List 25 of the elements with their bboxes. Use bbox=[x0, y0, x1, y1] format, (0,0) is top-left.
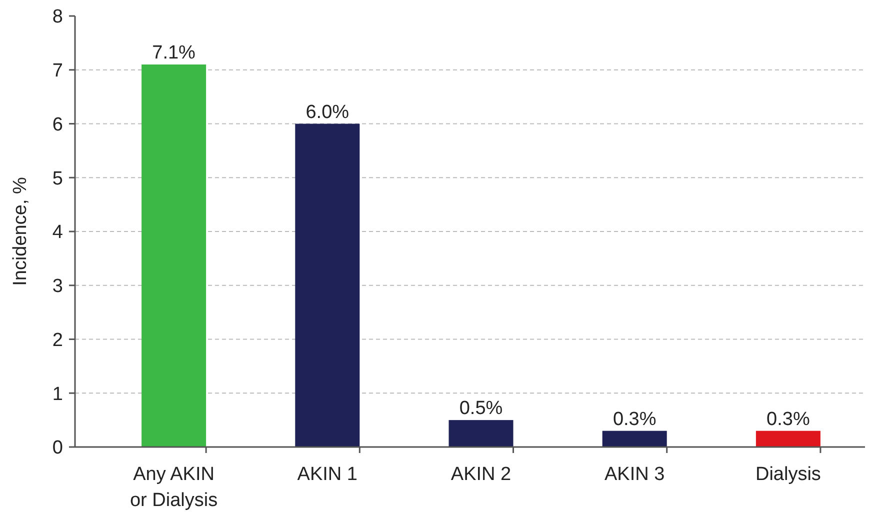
bar bbox=[602, 430, 667, 447]
x-tick-label: Any AKIN or Dialysis bbox=[130, 464, 218, 511]
y-tick-label: 8 bbox=[52, 6, 63, 28]
y-tick-label: 2 bbox=[52, 330, 63, 351]
x-tick-label: Dialysis bbox=[755, 464, 821, 485]
data-label: 6.0% bbox=[306, 102, 350, 123]
x-tick-label: AKIN 1 bbox=[297, 464, 358, 485]
data-label: 7.1% bbox=[152, 42, 196, 64]
x-tick-label: AKIN 2 bbox=[450, 464, 512, 485]
y-tick-label: 5 bbox=[52, 168, 63, 190]
y-tick-label: 1 bbox=[52, 384, 63, 405]
y-tick-label: 3 bbox=[52, 276, 63, 298]
x-tick-label: AKIN 3 bbox=[604, 464, 665, 485]
y-tick-label: 4 bbox=[52, 222, 64, 244]
bar bbox=[756, 430, 820, 447]
data-label: 0.3% bbox=[766, 408, 810, 430]
data-label: 0.5% bbox=[459, 398, 503, 420]
y-tick-label: 6 bbox=[52, 114, 63, 136]
bar bbox=[142, 64, 206, 447]
y-tick-label: 0 bbox=[52, 438, 63, 459]
y-axis-title: Incidence, % bbox=[10, 177, 31, 286]
bar bbox=[448, 420, 514, 447]
y-tick-label: 7 bbox=[52, 60, 63, 82]
bar bbox=[295, 124, 360, 447]
data-label: 0.3% bbox=[612, 408, 656, 430]
